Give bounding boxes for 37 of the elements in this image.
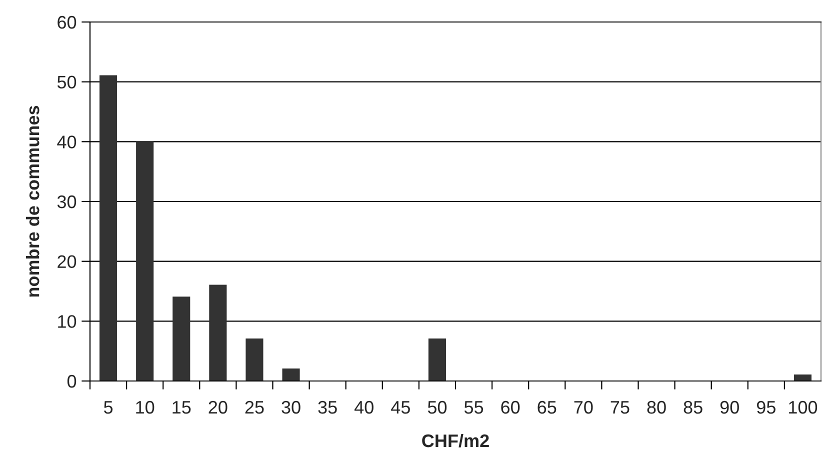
x-tick-label: 90 <box>720 400 739 414</box>
y-tick-label: 0 <box>67 374 76 388</box>
x-tick-label: 65 <box>538 400 556 414</box>
bar <box>428 338 446 381</box>
x-tick-label: 40 <box>354 400 374 414</box>
x-tick-label: 35 <box>318 400 337 414</box>
x-tick-label: 50 <box>428 400 447 414</box>
x-tick-label: 80 <box>647 400 666 414</box>
x-tick-label: 60 <box>501 400 520 414</box>
x-tick-label: 95 <box>756 400 776 414</box>
bar <box>794 374 812 381</box>
x-tick-label: 5 <box>104 401 113 414</box>
y-axis-title: nombre de communes <box>26 106 40 297</box>
x-tick-label: 20 <box>208 400 228 414</box>
bar <box>99 75 118 381</box>
x-tick-label: 30 <box>282 400 300 414</box>
y-tick-label: 50 <box>57 76 76 89</box>
bar <box>282 368 300 381</box>
x-tick-label: 10 <box>136 400 154 414</box>
x-tick-label: 45 <box>391 401 410 414</box>
bar <box>246 338 264 381</box>
bar <box>136 141 154 381</box>
x-tick-label: 85 <box>684 400 702 414</box>
y-tick-label: 20 <box>58 255 76 268</box>
y-tick-label: 30 <box>57 195 76 208</box>
bar <box>209 284 227 381</box>
y-tick-label: 40 <box>57 136 76 148</box>
x-tick-label: 55 <box>464 401 484 414</box>
x-tick-label: 15 <box>172 401 191 414</box>
x-tick-label: 100 <box>789 400 818 414</box>
x-tick-label: 25 <box>245 400 264 414</box>
x-axis-title: CHF/m2 <box>422 434 489 448</box>
y-tick-label: 10 <box>58 315 76 328</box>
bar <box>172 296 190 381</box>
x-tick-label: 70 <box>574 400 593 414</box>
x-tick-label: 75 <box>610 401 630 414</box>
y-tick-label: 60 <box>58 16 76 29</box>
